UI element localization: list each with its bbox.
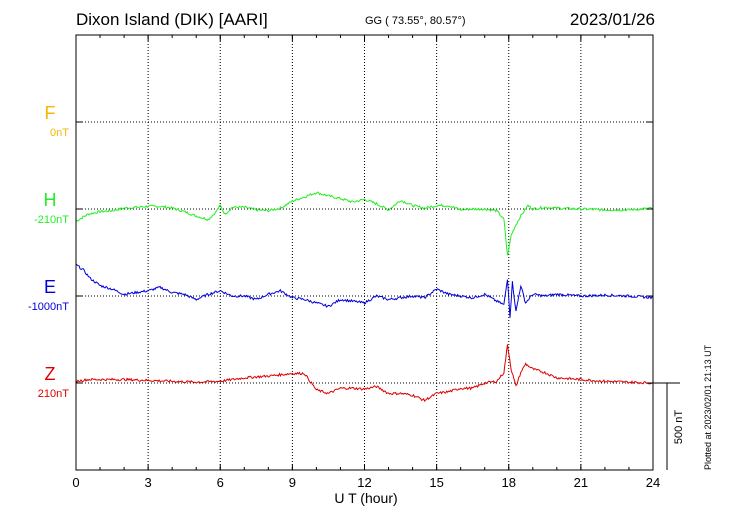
series-line-Z bbox=[75, 344, 653, 403]
series-name-Z: Z bbox=[45, 364, 56, 384]
x-tick-label: 15 bbox=[429, 475, 443, 490]
scale-bar-label: 500 nT bbox=[673, 410, 685, 445]
x-tick-label: 24 bbox=[646, 475, 660, 490]
x-tick-label: 3 bbox=[145, 475, 152, 490]
date-label: 2023/01/26 bbox=[569, 10, 655, 29]
scale-bar: 500 nT bbox=[653, 382, 685, 470]
x-tick-label: 21 bbox=[574, 475, 588, 490]
series-line-E bbox=[75, 263, 654, 318]
x-tick-label: 0 bbox=[72, 475, 79, 490]
series-baseline-H: -210nT bbox=[34, 214, 69, 226]
series-baseline-F: 0nT bbox=[50, 127, 69, 139]
station-title: Dixon Island (DIK) [AARI] bbox=[76, 10, 268, 29]
coordinates-label: GG ( 73.55°, 80.57°) bbox=[365, 15, 466, 27]
series-name-H: H bbox=[44, 190, 57, 210]
series-name-F: F bbox=[45, 103, 56, 123]
series-line-H bbox=[75, 191, 654, 256]
series-baseline-Z: 210nT bbox=[38, 388, 69, 400]
series-baseline-E: -1000nT bbox=[28, 301, 69, 313]
series-labels: F 0nT H -210nT E -1000nT Z 210nT bbox=[28, 103, 69, 400]
x-tick-label: 6 bbox=[217, 475, 224, 490]
x-axis-label: U T (hour) bbox=[334, 490, 397, 506]
series-lines bbox=[75, 191, 654, 403]
series-name-E: E bbox=[44, 277, 56, 297]
x-tick-label: 9 bbox=[289, 475, 296, 490]
x-tick-label: 12 bbox=[357, 475, 371, 490]
x-ticks: 0 3 6 9 12 15 18 21 24 bbox=[72, 35, 660, 490]
grid bbox=[76, 35, 653, 470]
x-tick-label: 18 bbox=[502, 475, 516, 490]
